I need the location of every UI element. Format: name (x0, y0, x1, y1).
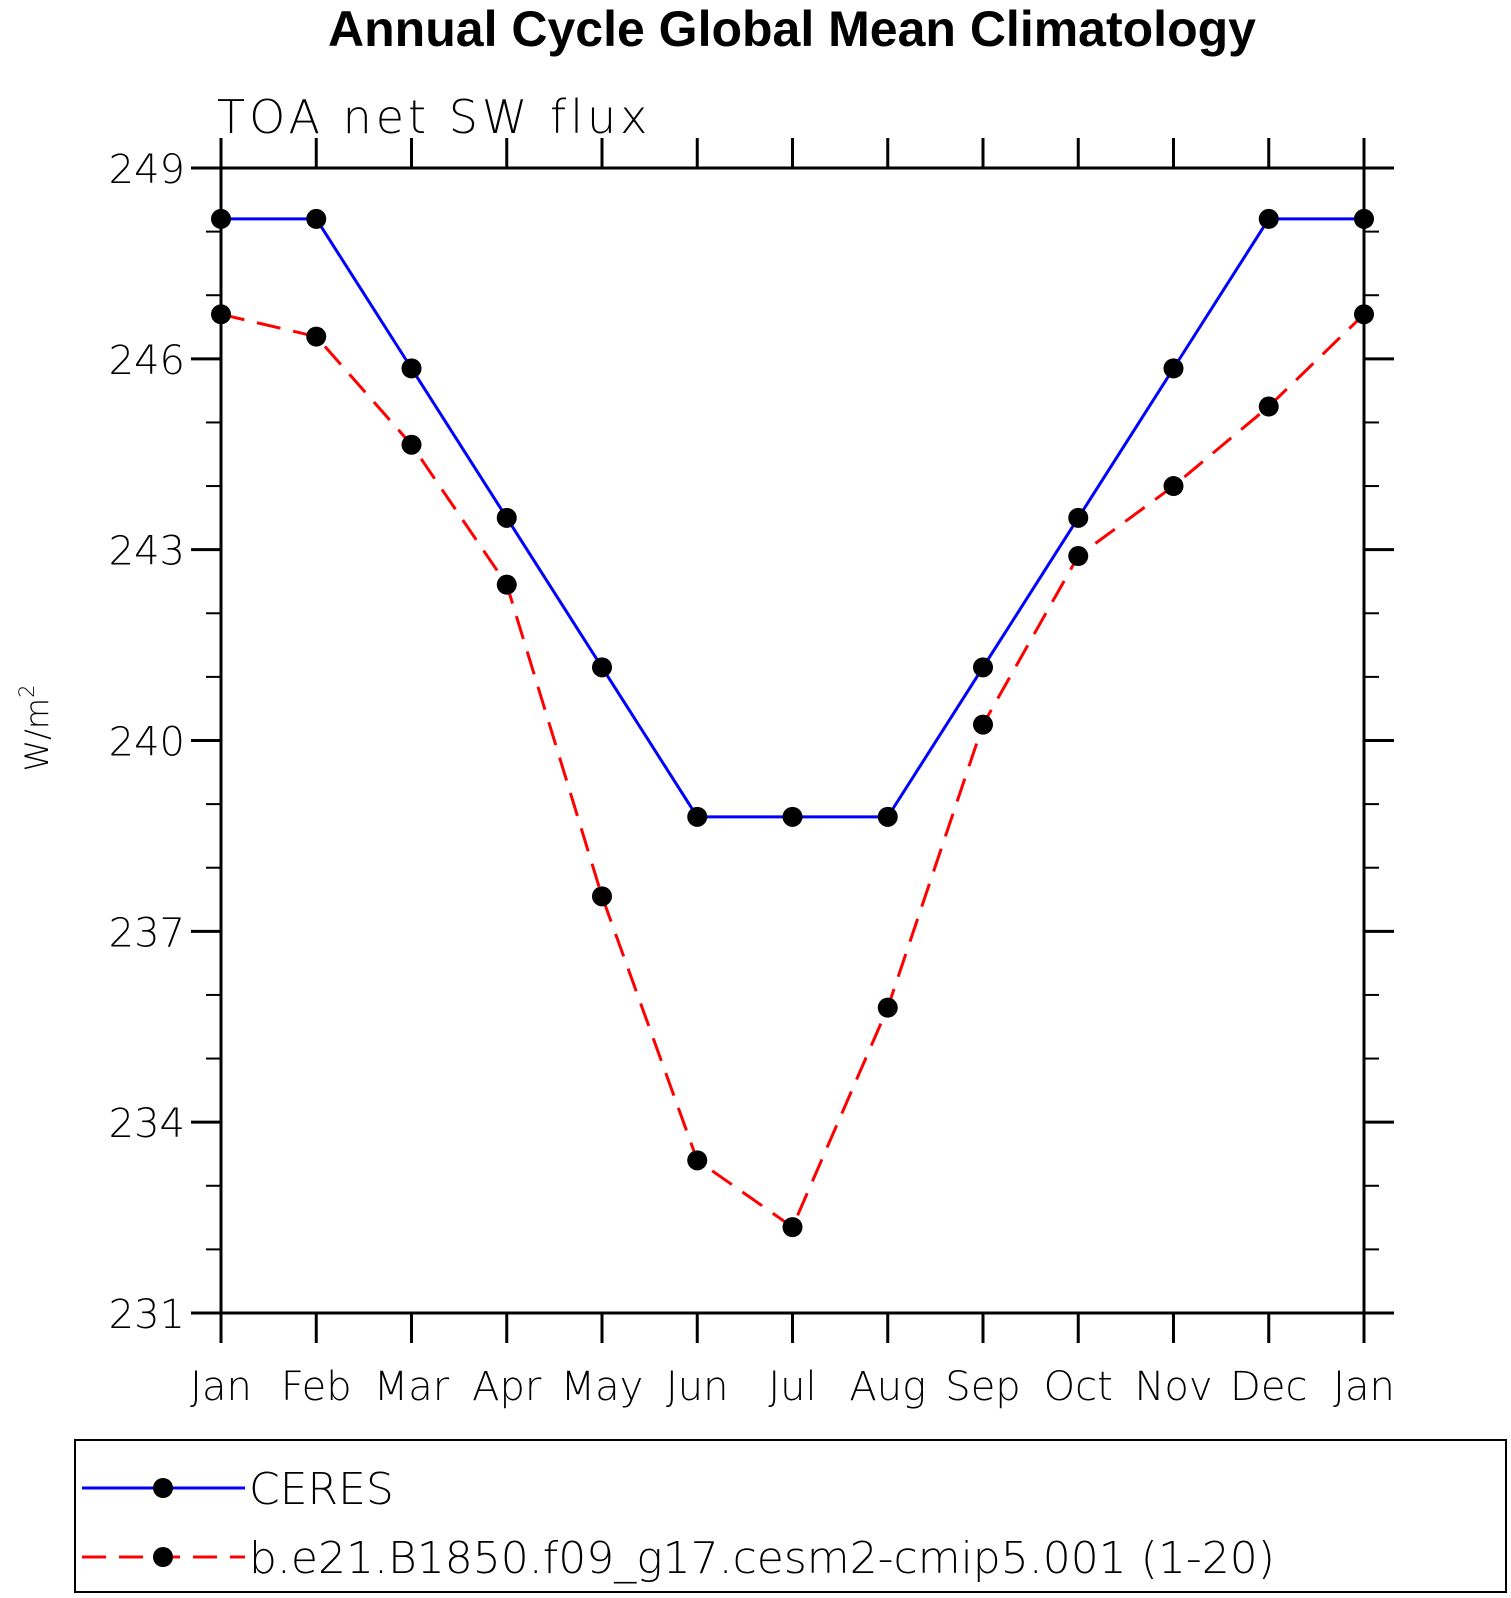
data-point (1163, 358, 1184, 379)
series-line-2 (220, 312, 1366, 1230)
legend-box (74, 1439, 1507, 1593)
data-point (401, 434, 422, 455)
data-point (973, 714, 993, 735)
chart-title: Annual Cycle Global Mean Climatology (328, 1, 1256, 57)
data-point (1258, 396, 1279, 417)
data-point (1354, 304, 1374, 325)
y-tick-label: 231 (109, 1292, 185, 1338)
data-point (1163, 476, 1184, 497)
y-axis-label-superscript: 2 (15, 685, 39, 698)
x-tick-label: Sep (945, 1364, 1020, 1410)
y-axis-label: W/m2 (15, 685, 56, 772)
series-line-1 (221, 217, 1364, 819)
svg-text:W/m2: W/m2 (15, 685, 56, 772)
data-point (782, 806, 803, 827)
data-point (306, 208, 327, 229)
x-tick-label: May (561, 1364, 644, 1410)
legend-label-2: b.e21.B1850.f09_g17.cesm2-cmip5.001 (1-2… (249, 1533, 1275, 1584)
data-point (877, 997, 898, 1018)
legend-marker-2 (153, 1547, 173, 1567)
data-point (592, 886, 612, 907)
x-tick-label: Apr (472, 1364, 542, 1410)
data-point (782, 1217, 803, 1238)
x-tick-label: Jan (1333, 1364, 1395, 1410)
chart-subtitle: TOA net SW flux (217, 90, 651, 144)
y-tick-label: 249 (109, 147, 185, 193)
data-point (592, 657, 612, 678)
data-point (211, 208, 231, 229)
x-tick-label: Jun (666, 1364, 729, 1410)
data-point (973, 657, 993, 678)
x-tick-label: Dec (1230, 1364, 1307, 1410)
data-point (1258, 208, 1279, 229)
data-point (496, 507, 517, 528)
data-point (877, 806, 898, 827)
y-tick-label: 234 (109, 1101, 185, 1147)
data-point (1068, 546, 1089, 567)
x-tick-label: Feb (281, 1364, 352, 1410)
data-point (211, 304, 231, 325)
x-tick-label: Jul (768, 1364, 816, 1410)
x-tick-label: Mar (374, 1364, 450, 1410)
y-tick-label: 237 (109, 910, 185, 956)
y-axis-label-text: W/m (18, 698, 56, 772)
y-tick-label: 246 (109, 338, 185, 384)
data-point (1068, 507, 1089, 528)
x-tick-label: Aug (849, 1364, 926, 1410)
legend-marker-1 (153, 1478, 173, 1498)
x-tick-label: Jan (190, 1364, 252, 1410)
data-point (687, 806, 708, 827)
data-point (1354, 208, 1374, 229)
x-tick-label: Oct (1044, 1364, 1113, 1410)
y-tick-label: 243 (109, 529, 185, 575)
axis-ticks: 231 234 237 240 243 246 249 Jan Feb Mar Apr May Jun J… (109, 138, 1395, 1410)
series-layer (211, 208, 1374, 1238)
legend: CERES b.e21.B1850.f09_g17.cesm2-cmip5.001… (82, 1464, 1275, 1584)
data-point (306, 326, 327, 347)
data-point (401, 358, 422, 379)
data-point (687, 1150, 708, 1171)
x-tick-label: Nov (1134, 1364, 1212, 1410)
y-tick-label: 240 (109, 720, 185, 766)
legend-label-1: CERES (249, 1464, 394, 1515)
data-point (496, 574, 517, 595)
